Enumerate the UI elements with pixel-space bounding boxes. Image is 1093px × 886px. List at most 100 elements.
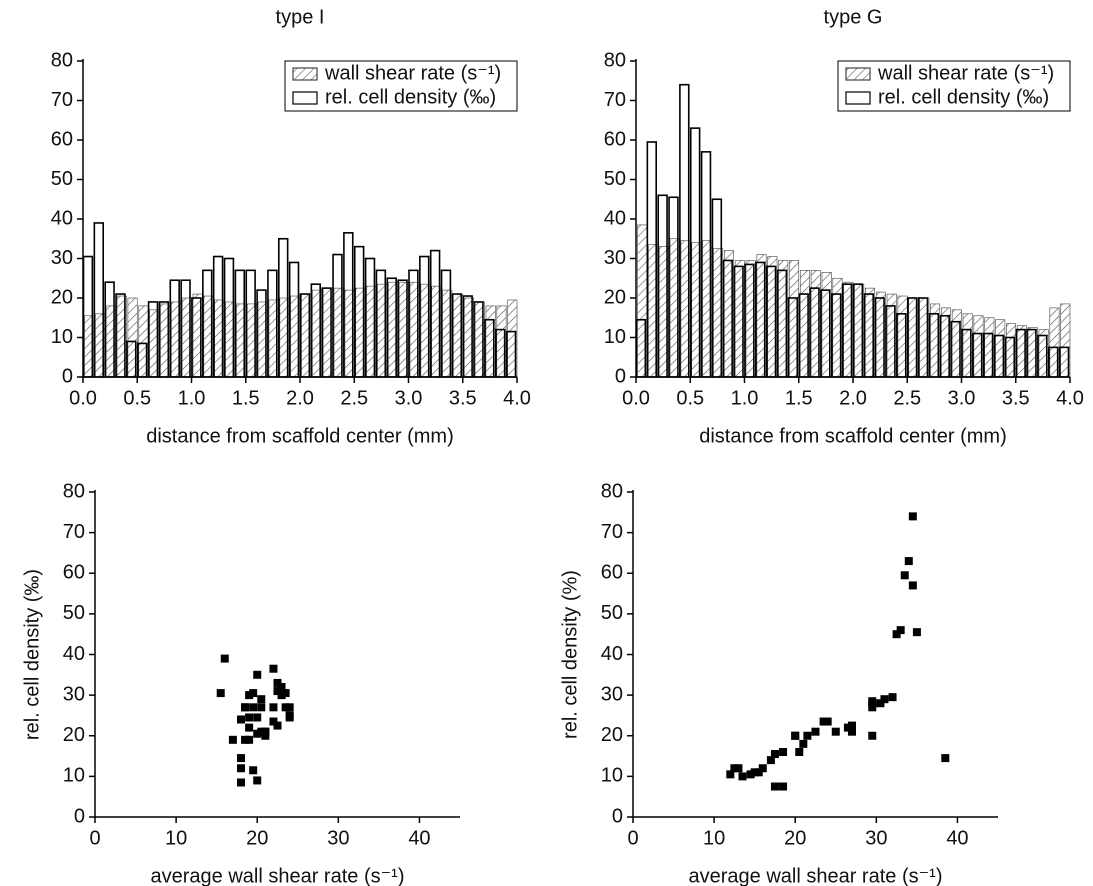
scatter-point — [216, 689, 225, 698]
y-axis-label: rel. cell density (%) — [559, 570, 581, 739]
scatter-point — [726, 770, 735, 779]
legend-label: rel. cell density (‰) — [878, 86, 1049, 108]
x-tick-label: 0.5 — [123, 387, 151, 409]
scatter-point — [868, 731, 877, 740]
scatter-point — [253, 776, 262, 785]
y-axis-label: rel. cell density (‰) — [21, 569, 43, 740]
x-tick-label: 40 — [408, 827, 430, 849]
scatter-point — [779, 782, 788, 791]
scatter-point — [791, 731, 800, 740]
scatter-point — [750, 768, 759, 777]
x-tick-label: 10 — [703, 827, 725, 849]
y-tick-label: 10 — [601, 765, 623, 787]
y-tick-label: 10 — [63, 765, 85, 787]
scatter-point — [900, 571, 909, 580]
scatter-point — [257, 695, 266, 704]
y-tick-label: 70 — [601, 521, 623, 543]
scatter-point — [269, 717, 278, 726]
scatter-point — [249, 766, 258, 775]
x-tick-label: 10 — [165, 827, 187, 849]
y-tick-label: 30 — [601, 683, 623, 705]
x-tick-label: 0 — [627, 827, 638, 849]
scatter-point — [746, 770, 755, 779]
scatter-point — [241, 735, 250, 744]
x-axis-label: distance from scaffold center (mm) — [146, 425, 454, 447]
x-tick-label: 2.5 — [893, 387, 921, 409]
x-tick-label: 20 — [246, 827, 268, 849]
x-tick-label: 2.5 — [340, 387, 368, 409]
x-tick-label: 2.0 — [286, 387, 314, 409]
scatter-point — [220, 654, 229, 663]
scatter-point — [241, 703, 250, 712]
scatter-point — [253, 713, 262, 722]
y-tick-label: 0 — [612, 805, 623, 827]
y-tick-label: 30 — [604, 247, 626, 269]
x-tick-label: 0.5 — [676, 387, 704, 409]
chart-title: type G — [824, 6, 883, 28]
scatter-point — [237, 715, 245, 724]
legend-swatch — [292, 91, 318, 105]
x-tick-label: 0 — [89, 827, 100, 849]
y-tick-label: 0 — [615, 365, 626, 387]
y-tick-label: 30 — [51, 247, 73, 269]
x-tick-label: 20 — [784, 827, 806, 849]
y-tick-label: 40 — [601, 643, 623, 665]
scatter-point — [908, 512, 917, 521]
y-tick-label: 60 — [51, 128, 73, 150]
scatter-point — [285, 713, 294, 722]
x-tick-label: 1.0 — [731, 387, 759, 409]
scatter-point — [831, 727, 840, 736]
y-tick-label: 70 — [51, 89, 73, 111]
scatter-point — [941, 754, 950, 763]
scatter-point — [281, 703, 290, 712]
scatter-point — [253, 729, 262, 738]
scatter-point — [228, 735, 237, 744]
y-tick-label: 70 — [63, 521, 85, 543]
scatter-point — [273, 678, 282, 687]
scatter-point — [848, 727, 856, 736]
x-tick-label: 3.5 — [1002, 387, 1030, 409]
x-tick-label: 4.0 — [1056, 387, 1084, 409]
x-tick-label: 30 — [327, 827, 349, 849]
scatter-point — [261, 727, 270, 736]
y-tick-label: 0 — [62, 365, 73, 387]
x-axis-label: distance from scaffold center (mm) — [699, 425, 1007, 447]
scatter-point — [277, 691, 286, 700]
scatter-point — [269, 664, 278, 673]
scatter-point — [908, 581, 917, 590]
scatter-point — [904, 557, 913, 566]
scatter-point — [892, 630, 901, 639]
y-tick-label: 50 — [63, 602, 85, 624]
scatter-point — [803, 731, 812, 740]
scatter-point — [848, 721, 856, 730]
scatter-point — [738, 772, 747, 781]
y-tick-label: 10 — [51, 326, 73, 348]
scatter-point — [795, 748, 804, 756]
scatter-point — [237, 764, 245, 773]
x-tick-label: 40 — [946, 827, 968, 849]
y-tick-label: 20 — [601, 724, 623, 746]
y-tick-label: 40 — [63, 643, 85, 665]
y-tick-label: 80 — [63, 480, 85, 502]
legend-box — [284, 60, 518, 112]
x-tick-label: 2.0 — [839, 387, 867, 409]
x-tick-label: 3.0 — [395, 387, 423, 409]
scatter-point — [912, 628, 921, 637]
scatter-point — [277, 683, 286, 691]
scatter-point — [888, 693, 897, 702]
x-axis-label: average wall shear rate (s⁻¹) — [689, 865, 943, 886]
scatter-point — [843, 723, 852, 732]
scatter-point — [281, 689, 290, 698]
y-tick-label: 20 — [51, 286, 73, 308]
scatter-point — [237, 754, 245, 763]
x-tick-label: 4.0 — [503, 387, 531, 409]
scatter-point — [754, 768, 763, 777]
scatter-point — [730, 764, 739, 773]
x-tick-label: 1.5 — [785, 387, 813, 409]
y-tick-label: 20 — [63, 724, 85, 746]
scatter-point — [237, 778, 245, 787]
y-tick-label: 60 — [63, 562, 85, 584]
legend-box — [837, 60, 1071, 112]
legend-swatch — [845, 67, 871, 81]
